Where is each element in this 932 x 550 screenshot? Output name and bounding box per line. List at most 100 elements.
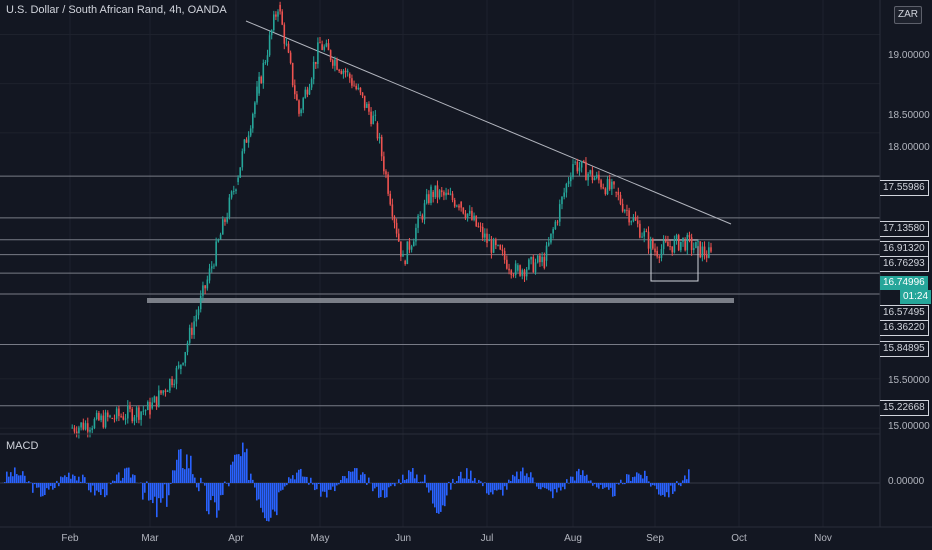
macd-bar (654, 483, 656, 486)
macd-bar (458, 476, 460, 483)
macd-bar (372, 483, 374, 492)
candle-body (270, 29, 273, 36)
macd-bar (8, 476, 10, 483)
macd-bar (156, 483, 158, 518)
candle-body (430, 186, 432, 203)
macd-bar (192, 474, 194, 483)
macd-bar (46, 483, 48, 489)
candle-body (204, 285, 206, 289)
price-level-label: 17.55986 (880, 180, 929, 196)
candle-body (572, 164, 574, 178)
macd-bar (16, 474, 18, 483)
macd-bar (418, 482, 420, 483)
candle-body (501, 249, 504, 251)
candle-body (415, 227, 417, 242)
candle-body (131, 408, 134, 422)
candle-body (173, 383, 176, 386)
candle-body (523, 270, 526, 277)
macd-bar (340, 479, 342, 483)
macd-bar (6, 471, 8, 483)
candle-body (98, 412, 100, 421)
macd-bar (538, 483, 540, 489)
y-tick-label: 18.50000 (888, 110, 930, 121)
candle-body (296, 94, 298, 101)
currency-button[interactable]: ZAR (894, 6, 922, 24)
candle-body (84, 423, 87, 430)
macd-bar (480, 481, 482, 483)
macd-bar (106, 483, 108, 496)
macd-bar (36, 483, 38, 488)
macd-bar (288, 477, 290, 483)
macd-bar (506, 483, 508, 490)
candle-body (95, 412, 98, 420)
candle-body (142, 410, 145, 412)
macd-bar (20, 475, 22, 483)
candle-body (400, 241, 402, 257)
macd-bar (210, 483, 212, 501)
candle-body (563, 192, 565, 197)
macd-bar (542, 483, 544, 488)
candle-body (558, 204, 561, 222)
candle-body (445, 192, 447, 196)
candle-body (370, 111, 372, 125)
candle-body (348, 73, 351, 79)
candle-body (289, 52, 292, 63)
candle-body (479, 226, 482, 228)
candle-body (697, 241, 699, 243)
macd-bar (194, 477, 196, 483)
macd-bar (382, 483, 384, 491)
candle-body (186, 342, 189, 353)
macd-bar (90, 483, 92, 493)
candle-body (456, 205, 458, 207)
macd-bar (678, 483, 680, 486)
macd-bar (494, 483, 496, 491)
macd-bar (512, 474, 514, 483)
candle-body (340, 71, 343, 74)
macd-bar (544, 483, 546, 489)
macd-bar (392, 483, 394, 485)
candle-body (206, 279, 209, 289)
candle-body (273, 14, 275, 30)
candle-body (149, 401, 151, 415)
macd-bar (608, 483, 610, 490)
candle-body (166, 390, 169, 392)
macd-bar (602, 483, 604, 489)
macd-bar (366, 483, 368, 485)
candle-body (578, 167, 581, 172)
macd-bar (546, 483, 548, 489)
macd-bar (114, 480, 116, 483)
candle-body (100, 415, 102, 421)
macd-bar (510, 480, 512, 483)
macd-bar (38, 483, 40, 488)
macd-bar (570, 476, 572, 483)
candle-body (197, 309, 200, 316)
candle-body (428, 194, 430, 203)
macd-bar (428, 483, 430, 493)
macd-bar (404, 480, 406, 483)
candle-body (645, 231, 648, 233)
macd-bar (504, 483, 506, 487)
macd-bar (76, 480, 78, 483)
candle-body (162, 390, 165, 394)
candle-body (554, 221, 557, 230)
macd-bar (618, 483, 620, 485)
candle-body (378, 137, 381, 139)
macd-bar (566, 479, 568, 483)
candle-body (530, 256, 532, 260)
macd-bar (420, 481, 422, 483)
candle-body (556, 221, 559, 223)
macd-bar (132, 474, 134, 483)
candle-body (221, 219, 224, 235)
macd-bar (74, 475, 76, 483)
candle-body (508, 268, 510, 271)
macd-bar (452, 478, 454, 483)
macd-bar (304, 476, 306, 483)
candle-body (576, 161, 579, 172)
macd-bar (292, 475, 294, 483)
macd-bar (376, 483, 378, 487)
candle-body (582, 160, 585, 162)
candle-body (434, 185, 437, 198)
candle-body (304, 89, 307, 99)
macd-bar (294, 479, 296, 483)
macd-bar (72, 474, 74, 483)
